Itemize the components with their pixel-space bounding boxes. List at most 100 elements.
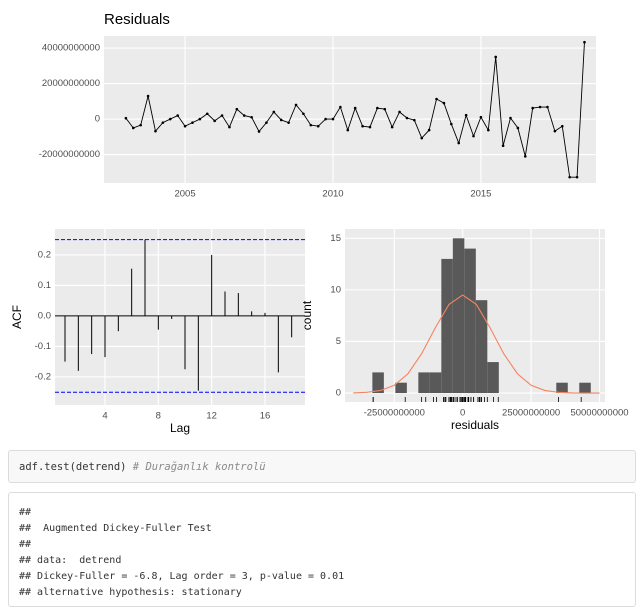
- y-tick-label: 20000000000: [42, 78, 100, 89]
- x-tick-label: 2005: [174, 189, 195, 200]
- y-tick-label: 0.1: [38, 280, 51, 291]
- residual-point: [450, 122, 453, 126]
- residual-point: [331, 117, 335, 121]
- residual-point: [154, 129, 157, 133]
- x-axis-title: Lag: [170, 421, 190, 435]
- residual-point: [516, 126, 520, 130]
- residual-point: [472, 134, 475, 138]
- residual-point: [560, 124, 564, 128]
- residual-point: [294, 103, 298, 107]
- y-axis-title: count: [300, 300, 314, 330]
- residual-point: [324, 117, 327, 121]
- x-tick-label: 16: [260, 411, 271, 422]
- residual-point: [235, 107, 239, 111]
- residual-point: [487, 128, 490, 132]
- output-line: ##: [19, 539, 32, 550]
- residual-point: [309, 123, 313, 127]
- residual-point: [420, 136, 424, 140]
- residual-point: [575, 175, 579, 179]
- y-axis-title: ACF: [10, 305, 24, 329]
- histogram-bar: [556, 382, 568, 394]
- residual-point: [250, 116, 253, 119]
- output-line: ## alternative hypothesis: stationary: [19, 587, 242, 598]
- residual-point: [220, 114, 224, 117]
- residual-point: [139, 123, 142, 127]
- residual-point: [457, 141, 461, 145]
- residual-point: [383, 107, 387, 111]
- residual-point: [346, 128, 350, 132]
- x-tick-label: -25000000000: [364, 408, 425, 419]
- chart-title: Residuals: [104, 11, 170, 28]
- residual-point: [376, 106, 379, 110]
- residual-point: [464, 113, 468, 117]
- plot-panel: [104, 36, 596, 183]
- residual-point: [353, 106, 357, 110]
- residual-point: [523, 155, 527, 158]
- charts: Residuals -20000000000 0 20000000000 400000…: [10, 11, 628, 435]
- residual-point: [265, 121, 268, 124]
- residual-point: [405, 116, 409, 120]
- x-tick-label: 8: [156, 411, 161, 422]
- residual-point: [183, 124, 187, 128]
- residual-point: [427, 128, 431, 132]
- residual-point: [339, 105, 342, 109]
- residual-point: [398, 110, 401, 114]
- residual-point: [413, 118, 416, 122]
- residual-point: [146, 94, 150, 98]
- x-tick-label: 2015: [470, 189, 491, 200]
- y-tick-label: 0.2: [38, 249, 51, 260]
- y-tick-label: 40000000000: [42, 43, 100, 54]
- residual-point: [494, 55, 498, 59]
- residual-point: [368, 125, 372, 129]
- residual-point: [531, 106, 534, 110]
- residual-point: [316, 124, 320, 128]
- residual-point: [361, 124, 364, 128]
- output-line: ##: [19, 507, 32, 518]
- residual-point: [279, 118, 283, 122]
- y-tick-label: -0.2: [35, 371, 51, 382]
- code-output: ## ## Augmented Dickey-Fuller Test ## ## da…: [8, 492, 636, 607]
- output-line: ## data: detrend: [19, 555, 122, 566]
- y-tick-label: 0: [336, 388, 341, 399]
- code-cell[interactable]: adf.test(detrend) # Durağanlık kontrolü: [8, 450, 636, 483]
- output-line: ## Dickey-Fuller = -6.8, Lag order = 3, …: [19, 571, 345, 582]
- residual-point: [442, 101, 446, 105]
- residual-point: [546, 105, 549, 109]
- x-tick-label: 0: [460, 408, 465, 419]
- histogram-bar: [372, 372, 384, 394]
- residual-point: [390, 125, 394, 129]
- residual-point: [242, 114, 246, 117]
- histogram-bar: [452, 238, 465, 394]
- histogram-bar: [395, 382, 407, 394]
- residual-point: [435, 97, 438, 101]
- residual-point: [176, 114, 179, 117]
- residual-point: [538, 105, 542, 109]
- y-tick-label: 0.0: [38, 310, 51, 321]
- residual-point: [568, 175, 571, 179]
- residual-point: [168, 117, 172, 121]
- histogram-bar: [487, 362, 499, 394]
- histogram-bar: [429, 372, 442, 394]
- residual-point: [257, 130, 261, 133]
- histogram-bar: [441, 258, 453, 394]
- residual-point: [228, 125, 231, 129]
- residual-point: [287, 121, 290, 124]
- residual-point: [161, 121, 165, 124]
- y-tick-label: 10: [330, 284, 341, 295]
- residual-point: [583, 40, 586, 44]
- x-tick-label: 25000000000: [502, 408, 560, 419]
- y-tick-label: -0.1: [35, 341, 51, 352]
- histogram-bar: [475, 300, 488, 394]
- residual-point: [191, 121, 194, 124]
- y-tick-label: -20000000000: [39, 149, 100, 160]
- residual-point: [124, 116, 128, 120]
- plot-panel: [55, 229, 305, 405]
- histogram-bar: [579, 382, 591, 394]
- x-tick-label: 4: [102, 411, 107, 422]
- x-axis-title: residuals: [451, 418, 499, 432]
- residual-point: [272, 110, 276, 114]
- residual-point: [205, 112, 209, 116]
- y-tick-label: 15: [330, 233, 341, 244]
- x-tick-label: 50000000000: [570, 408, 628, 419]
